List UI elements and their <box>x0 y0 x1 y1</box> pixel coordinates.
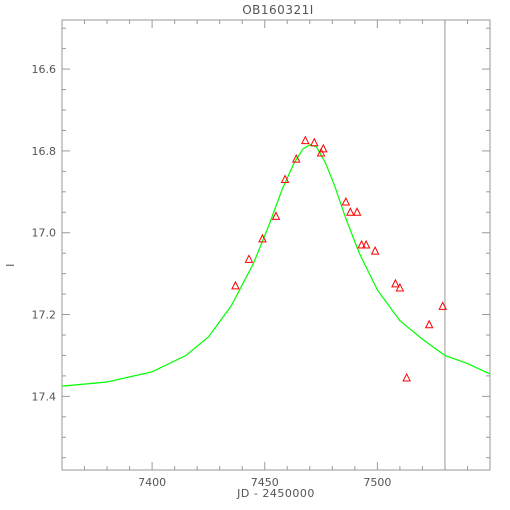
data-point-triangle <box>361 239 371 249</box>
y-axis-label: I <box>4 263 17 267</box>
data-point-triangle <box>424 319 434 329</box>
data-point-triangle <box>352 207 362 216</box>
data-point-triangle <box>346 207 355 216</box>
y-tick-label: 16.6 <box>32 63 57 76</box>
y-tick-label: 17.2 <box>32 309 57 322</box>
data-points-layer <box>231 135 448 382</box>
data-point-triangle <box>318 143 328 153</box>
x-tick-label: 7500 <box>363 476 391 489</box>
plot-frame <box>61 19 491 471</box>
data-point-triangle <box>357 239 366 249</box>
x-axis-label: JD - 2450000 <box>236 487 315 500</box>
data-point-triangle <box>438 301 448 310</box>
y-tick-label: 17.4 <box>32 390 57 403</box>
data-point-triangle <box>244 254 254 263</box>
data-point-triangle <box>280 174 290 184</box>
data-point-triangle <box>271 211 281 220</box>
data-point-triangle <box>316 147 326 157</box>
data-point-triangle <box>231 280 240 290</box>
data-point-triangle <box>258 233 267 243</box>
data-point-triangle <box>370 246 380 255</box>
data-point-triangle <box>341 196 351 206</box>
chart-title: OB160321I <box>242 3 314 17</box>
data-point-triangle <box>402 372 411 382</box>
model-curve-layer <box>61 144 491 387</box>
y-tick-label: 17.0 <box>32 227 57 240</box>
data-point-triangle <box>300 135 310 145</box>
y-tick-label: 16.8 <box>32 145 57 158</box>
x-tick-label: 7450 <box>251 476 279 489</box>
x-tick-label: 7400 <box>138 476 166 489</box>
data-point-triangle <box>391 278 400 288</box>
y-axis: 16.6 16.8 17.0 17.2 17.4 <box>32 27 490 459</box>
x-axis: 7400 7450 7500 <box>84 20 491 489</box>
data-point-triangle <box>395 282 405 292</box>
model-fit-curve <box>61 144 491 387</box>
data-point-triangle <box>291 153 301 163</box>
data-point-triangle <box>309 137 319 147</box>
